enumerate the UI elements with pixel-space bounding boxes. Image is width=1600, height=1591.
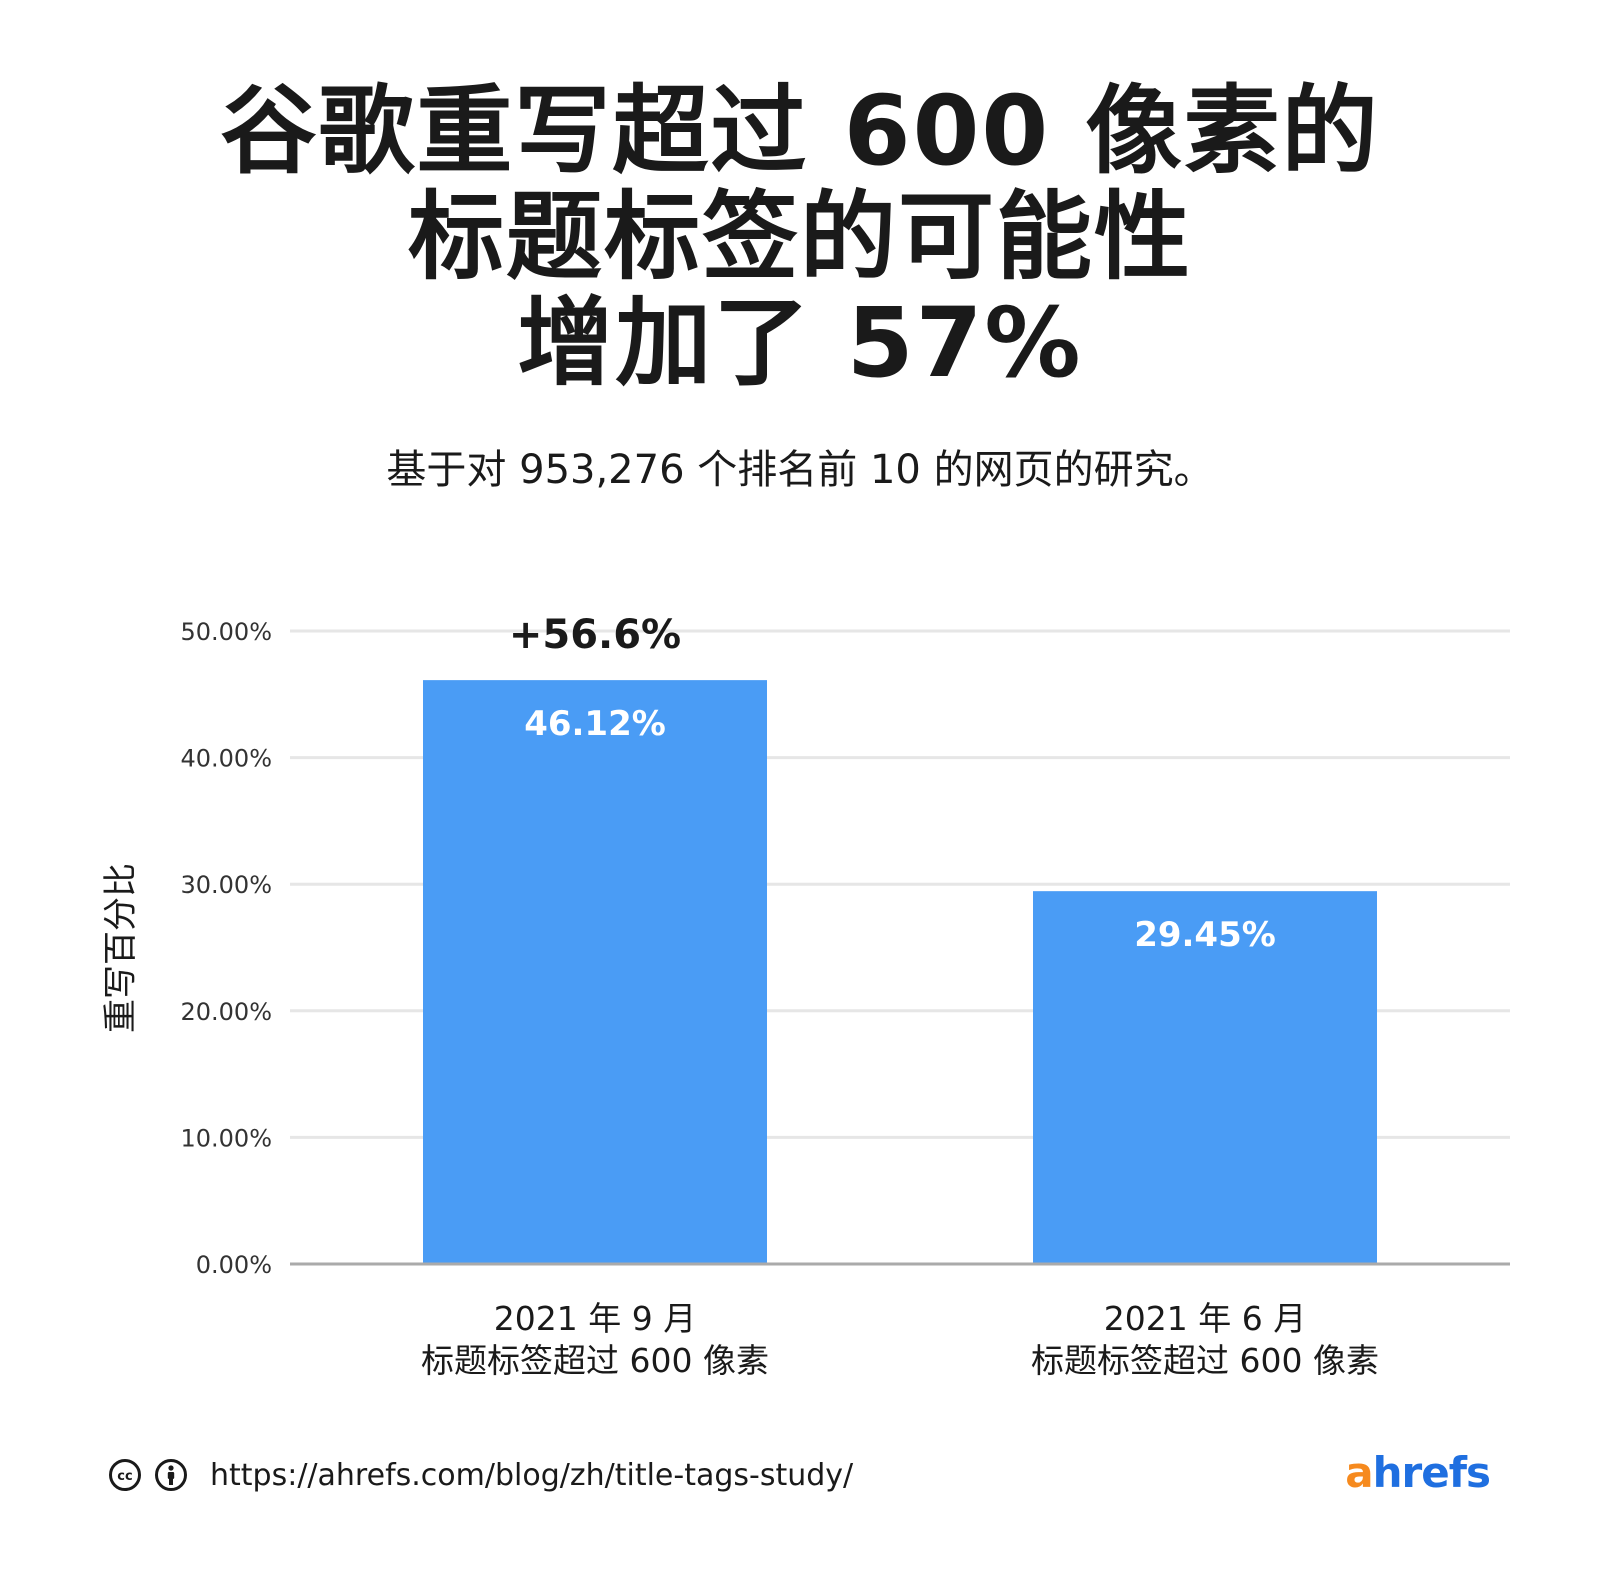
title-line-2: 标题标签的可能性 bbox=[408, 181, 1192, 293]
y-tick-label: 30.00% bbox=[180, 871, 272, 899]
creative-commons-icon: cc bbox=[109, 1459, 141, 1491]
y-tick-label: 0.00% bbox=[196, 1251, 272, 1279]
logo-prefix: a bbox=[1345, 1448, 1373, 1497]
page-title: 谷歌重写超过 600 像素的 标题标签的可能性 增加了 57% bbox=[0, 78, 1600, 396]
y-tick-label: 10.00% bbox=[180, 1124, 272, 1152]
logo-rest: hrefs bbox=[1372, 1448, 1491, 1497]
svg-text:cc: cc bbox=[117, 1469, 132, 1484]
title-line-1: 谷歌重写超过 600 像素的 bbox=[220, 75, 1380, 187]
title-line-3: 增加了 57% bbox=[517, 287, 1083, 399]
y-tick-label: 50.00% bbox=[180, 618, 272, 646]
y-tick-label: 20.00% bbox=[180, 998, 272, 1026]
subtitle: 基于对 953,276 个排名前 10 的网页的研究。 bbox=[386, 447, 1214, 493]
attribution-icon bbox=[155, 1459, 187, 1491]
ahrefs-logo[interactable]: ahrefs bbox=[1340, 1448, 1491, 1498]
bar bbox=[423, 680, 767, 1264]
x-category-label-line-1: 2021 年 6 月 bbox=[1104, 1299, 1306, 1338]
bar-value-label: 46.12% bbox=[524, 704, 666, 744]
x-category-label-line-2: 标题标签超过 600 像素 bbox=[1031, 1341, 1379, 1380]
bar bbox=[1033, 891, 1377, 1264]
source-url-link[interactable]: https://ahrefs.com/blog/zh/title-tags-st… bbox=[210, 1458, 854, 1493]
y-tick-label: 40.00% bbox=[180, 745, 272, 773]
x-category-label-line-1: 2021 年 9 月 bbox=[494, 1299, 696, 1338]
y-axis-label: 重写百分比 bbox=[101, 863, 141, 1033]
bar-chart: 0.00% 10.00% 20.00% 30.00% 40.00% 50.00% 46.12… bbox=[101, 612, 1510, 1380]
bar-value-label: 29.45% bbox=[1134, 915, 1276, 955]
change-annotation: +56.6% bbox=[509, 612, 681, 658]
x-category-label-line-2: 标题标签超过 600 像素 bbox=[421, 1341, 769, 1380]
